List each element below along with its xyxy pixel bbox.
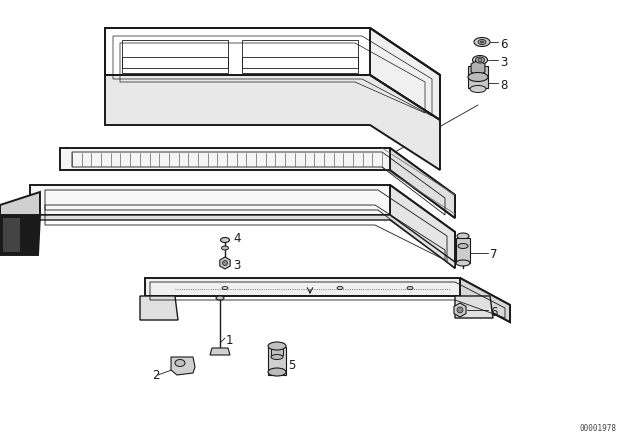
- Ellipse shape: [407, 287, 413, 289]
- Ellipse shape: [271, 354, 283, 359]
- Bar: [271, 343, 283, 355]
- Ellipse shape: [458, 244, 468, 249]
- Polygon shape: [30, 185, 455, 268]
- Text: 6: 6: [490, 306, 497, 319]
- Polygon shape: [455, 296, 493, 318]
- Ellipse shape: [268, 342, 286, 350]
- Polygon shape: [460, 278, 510, 322]
- Polygon shape: [140, 296, 178, 320]
- Polygon shape: [220, 257, 230, 269]
- Text: 1: 1: [226, 333, 234, 346]
- Ellipse shape: [472, 56, 488, 65]
- Polygon shape: [0, 215, 40, 255]
- Ellipse shape: [216, 296, 224, 300]
- Polygon shape: [145, 278, 510, 322]
- Ellipse shape: [478, 39, 486, 44]
- Text: 3: 3: [233, 258, 241, 271]
- Text: 3: 3: [500, 56, 508, 69]
- Ellipse shape: [474, 38, 490, 47]
- Text: 4: 4: [233, 232, 241, 245]
- Polygon shape: [105, 75, 440, 170]
- Polygon shape: [454, 303, 466, 317]
- Bar: [456, 238, 470, 263]
- Polygon shape: [105, 28, 440, 120]
- Ellipse shape: [468, 73, 488, 82]
- Circle shape: [457, 307, 463, 313]
- Polygon shape: [30, 215, 455, 268]
- Polygon shape: [0, 192, 40, 225]
- Ellipse shape: [456, 260, 470, 266]
- Ellipse shape: [478, 59, 482, 61]
- Polygon shape: [370, 28, 440, 120]
- Ellipse shape: [175, 359, 185, 366]
- Text: 7: 7: [490, 247, 497, 260]
- Bar: [268, 347, 286, 375]
- Polygon shape: [60, 148, 455, 218]
- Ellipse shape: [221, 237, 230, 242]
- Polygon shape: [3, 218, 20, 252]
- Polygon shape: [171, 357, 195, 375]
- Polygon shape: [390, 148, 455, 218]
- Ellipse shape: [476, 57, 484, 63]
- Polygon shape: [471, 60, 485, 76]
- Text: 6: 6: [500, 38, 508, 51]
- Bar: [468, 66, 488, 88]
- Circle shape: [223, 260, 227, 266]
- Ellipse shape: [481, 41, 483, 43]
- Text: 5: 5: [288, 358, 296, 371]
- Ellipse shape: [470, 86, 486, 92]
- Ellipse shape: [221, 246, 228, 250]
- Polygon shape: [210, 348, 230, 355]
- Text: 2: 2: [152, 369, 159, 382]
- Text: 00001978: 00001978: [580, 424, 617, 433]
- Ellipse shape: [268, 368, 286, 376]
- Polygon shape: [390, 185, 455, 268]
- Ellipse shape: [222, 287, 228, 289]
- Ellipse shape: [337, 287, 343, 289]
- Ellipse shape: [457, 233, 469, 239]
- Text: 8: 8: [500, 78, 508, 91]
